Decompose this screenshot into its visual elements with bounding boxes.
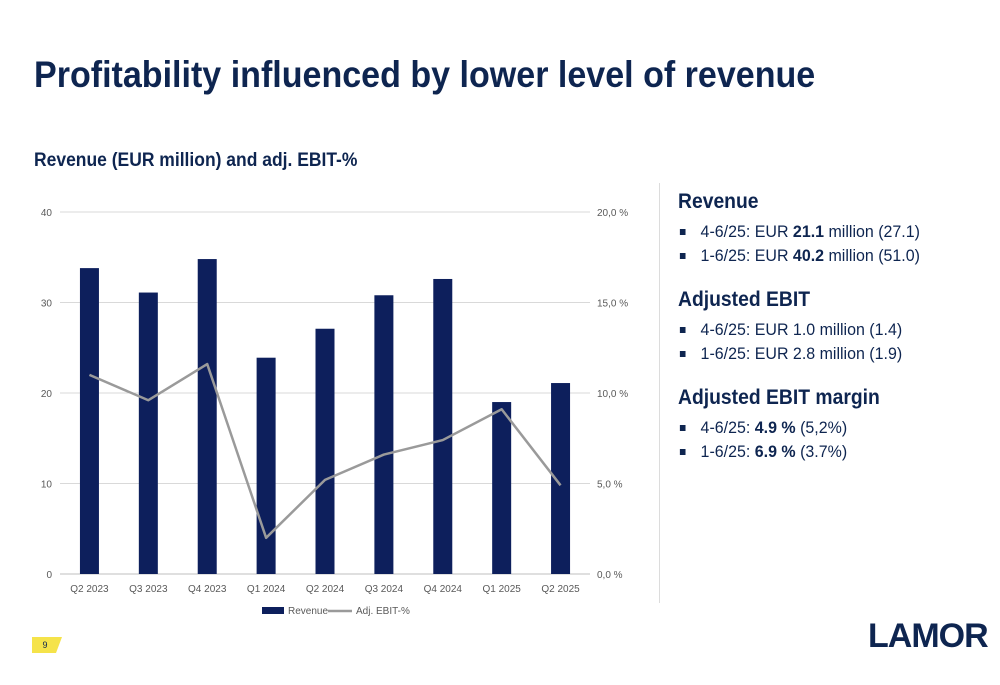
section-heading: Adjusted EBIT bbox=[678, 288, 811, 311]
x-tick-label: Q2 2025 bbox=[541, 584, 580, 595]
section-heading: Adjusted EBIT margin bbox=[678, 386, 880, 409]
kpi-section-adjusted-ebit: Adjusted EBIT 4-6/25: EUR 1.0 million (1… bbox=[678, 288, 988, 366]
revenue-ebit-chart: 0 10 20 30 40 0,0 % 5,0 % 10,0 % 15,0 % 20,0 % Q2 … bbox=[41, 208, 628, 617]
y-left-tick-label: 0 bbox=[46, 570, 52, 581]
y-right-tick-label: 15,0 % bbox=[597, 299, 628, 310]
revenue-bar bbox=[315, 328, 335, 574]
y-right-tick-label: 10,0 % bbox=[597, 389, 628, 400]
y-left-tick-label: 30 bbox=[41, 299, 53, 310]
revenue-bar bbox=[433, 278, 453, 574]
revenue-bar bbox=[492, 402, 512, 574]
y-right-tick-label: 0,0 % bbox=[597, 570, 623, 581]
x-tick-label: Q3 2023 bbox=[129, 584, 168, 595]
kpi-item: 4-6/25: 4.9 % (5,2%) bbox=[678, 416, 969, 440]
revenue-bar bbox=[197, 259, 217, 574]
company-logo: LAMOR bbox=[868, 617, 989, 655]
legend-label-ebit: Adj. EBIT-% bbox=[356, 606, 410, 617]
kpi-item: 4-6/25: EUR 1.0 million (1.4) bbox=[678, 318, 969, 342]
x-tick-label: Q4 2024 bbox=[424, 584, 463, 595]
x-tick-label: Q2 2024 bbox=[306, 584, 345, 595]
y-left-tick-label: 40 bbox=[41, 208, 53, 219]
ebit-line bbox=[88, 362, 562, 540]
x-tick-label: Q1 2024 bbox=[247, 584, 286, 595]
divider bbox=[659, 183, 660, 603]
kpi-section-adjusted-ebit-margin: Adjusted EBIT margin 4-6/25: 4.9 % (5,2%… bbox=[678, 386, 988, 464]
section-heading: Revenue bbox=[678, 190, 759, 213]
legend-label-revenue: Revenue bbox=[288, 606, 328, 617]
revenue-bar bbox=[374, 295, 394, 574]
revenue-bar bbox=[79, 268, 99, 574]
kpi-item: 4-6/25: EUR 21.1 million (27.1) bbox=[678, 220, 969, 244]
y-right-tick-label: 5,0 % bbox=[597, 480, 623, 491]
kpi-item: 1-6/25: EUR 2.8 million (1.9) bbox=[678, 342, 969, 366]
kpi-section-revenue: Revenue 4-6/25: EUR 21.1 million (27.1) … bbox=[678, 190, 988, 268]
kpi-item: 1-6/25: EUR 40.2 million (51.0) bbox=[678, 244, 969, 268]
revenue-bar bbox=[256, 357, 276, 574]
x-tick-label: Q3 2024 bbox=[365, 584, 404, 595]
kpi-item: 1-6/25: 6.9 % (3.7%) bbox=[678, 440, 969, 464]
revenue-bar bbox=[138, 292, 158, 574]
page-title: Profitability influenced by lower level … bbox=[34, 54, 816, 95]
x-tick-label: Q4 2023 bbox=[188, 584, 227, 595]
y-left-tick-label: 10 bbox=[41, 480, 53, 491]
x-tick-label: Q1 2025 bbox=[482, 584, 521, 595]
revenue-bar bbox=[551, 383, 571, 574]
chart-title: Revenue (EUR million) and adj. EBIT-% bbox=[34, 150, 358, 171]
kpi-panel: Revenue 4-6/25: EUR 21.1 million (27.1) … bbox=[678, 190, 988, 484]
legend-swatch-revenue bbox=[262, 607, 284, 614]
page-number: 9 bbox=[32, 637, 62, 653]
y-left-tick-label: 20 bbox=[41, 389, 53, 400]
y-right-tick-label: 20,0 % bbox=[597, 208, 628, 219]
x-tick-label: Q2 2023 bbox=[70, 584, 109, 595]
